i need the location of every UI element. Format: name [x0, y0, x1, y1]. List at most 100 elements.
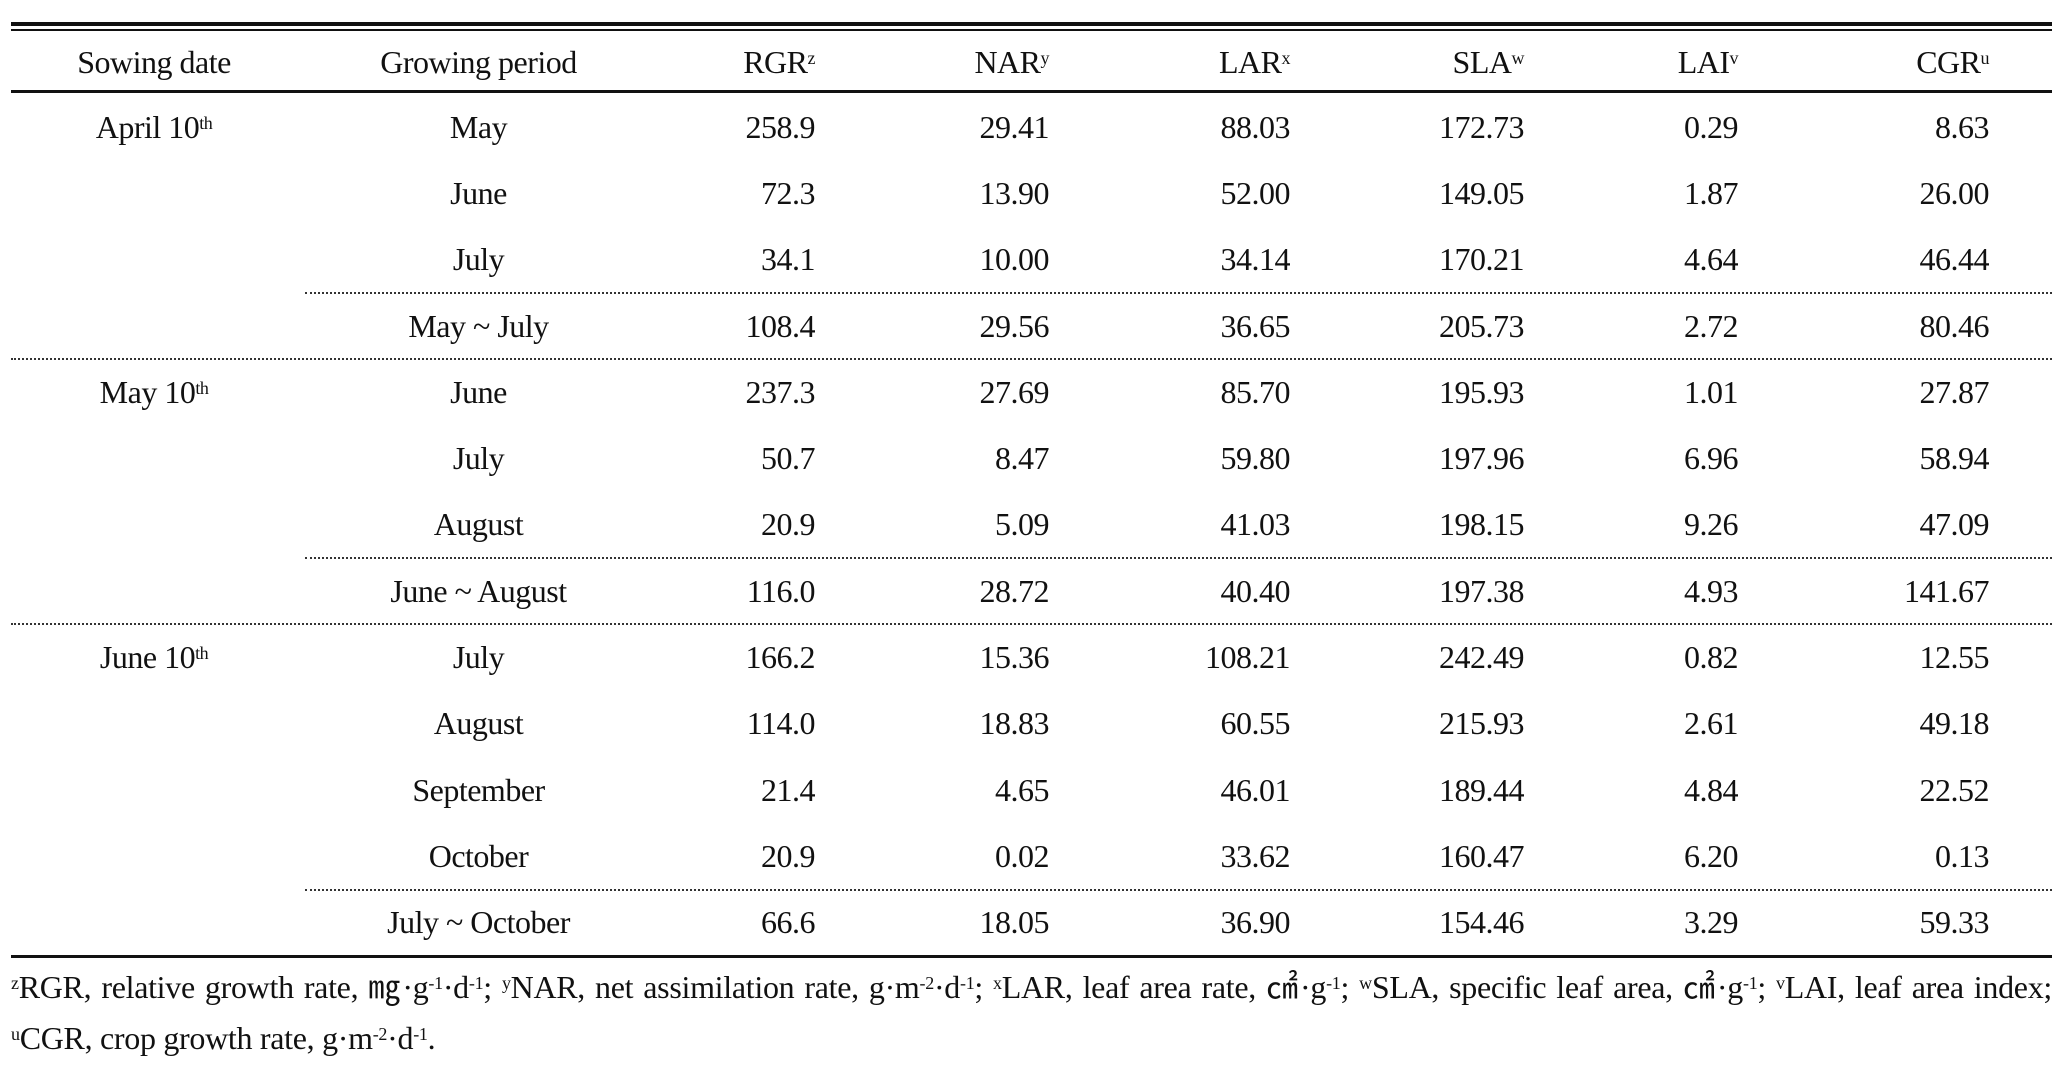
value-cell: 41.03	[1079, 492, 1320, 558]
header-rule	[11, 90, 2052, 93]
value-cell: 50.7	[660, 425, 845, 491]
growing-period: July	[452, 639, 505, 676]
cell-value: 60.55	[1220, 705, 1291, 742]
cell-value: 8.63	[1935, 108, 1990, 145]
footnote-text: SLA, specific leaf area, ㎠·g	[1371, 969, 1743, 1005]
value-cell: 12.55	[1768, 624, 2052, 690]
sowing-date-cell	[11, 757, 297, 823]
footnote-text: -1	[468, 973, 484, 993]
footnote-text: -1	[960, 973, 975, 993]
value-cell: 170.21	[1320, 227, 1554, 293]
value-cell: 108.21	[1079, 624, 1320, 690]
cell-value: 41.03	[1220, 506, 1291, 543]
cell-value: 215.93	[1439, 705, 1525, 742]
value-cell: 258.9	[660, 94, 845, 160]
growing-period-cell: June ~ August	[297, 558, 660, 624]
value-cell: 1.01	[1554, 359, 1768, 425]
value-cell: 18.83	[845, 691, 1079, 757]
footnote-text: ·d	[387, 1020, 414, 1056]
value-cell: 205.73	[1320, 293, 1554, 359]
footnote-text: z	[11, 973, 19, 993]
column-header: Growing period	[297, 36, 660, 88]
value-cell: 197.96	[1320, 425, 1554, 491]
footnote-text: ;	[1757, 969, 1777, 1005]
column-header-label: RGR	[743, 43, 808, 80]
value-cell: 46.44	[1768, 227, 2052, 293]
footnote-text: LAR, leaf area rate, ㎠·g	[1001, 969, 1327, 1005]
cell-value: 49.18	[1919, 705, 1990, 742]
cell-value: 116.0	[746, 572, 816, 609]
value-cell: 6.20	[1554, 823, 1768, 889]
value-cell: 52.00	[1079, 160, 1320, 226]
value-cell: 154.46	[1320, 890, 1554, 956]
value-cell: 27.69	[845, 359, 1079, 425]
value-cell: 21.4	[660, 757, 845, 823]
value-cell: 0.29	[1554, 94, 1768, 160]
growing-period-cell: July ~ October	[297, 890, 660, 956]
column-header: NAR y	[845, 36, 1079, 88]
value-cell: 5.09	[845, 492, 1079, 558]
value-cell: 15.36	[845, 624, 1079, 690]
cell-value: 18.05	[979, 904, 1050, 941]
growing-period-cell: October	[297, 823, 660, 889]
growing-period: June ~ August	[390, 572, 567, 609]
cell-value: 20.9	[761, 506, 816, 543]
cell-value: 197.96	[1439, 440, 1525, 477]
value-cell: 242.49	[1320, 624, 1554, 690]
value-cell: 46.01	[1079, 757, 1320, 823]
growing-period-cell: September	[297, 757, 660, 823]
cell-value: 2.61	[1684, 705, 1739, 742]
growing-period: August	[433, 705, 524, 742]
value-cell: 34.1	[660, 227, 845, 293]
cell-value: 166.2	[745, 639, 816, 676]
value-cell: 49.18	[1768, 691, 2052, 757]
cell-value: 33.62	[1220, 837, 1291, 874]
cell-value: 59.80	[1220, 440, 1291, 477]
cell-value: 28.72	[979, 572, 1050, 609]
cell-value: 4.93	[1684, 572, 1739, 609]
column-header: RGR z	[660, 36, 845, 88]
sowing-date: May 10	[99, 373, 196, 410]
footnote-text: NAR, net assimilation rate, g·m	[510, 969, 920, 1005]
value-cell: 114.0	[660, 691, 845, 757]
value-cell: 195.93	[1320, 359, 1554, 425]
value-cell: 20.9	[660, 823, 845, 889]
column-header-label: LAI	[1677, 43, 1730, 80]
footnote-text: .	[427, 1020, 436, 1056]
cell-value: 13.90	[979, 174, 1050, 211]
growing-period-cell: July	[297, 425, 660, 491]
cell-value: 26.00	[1919, 174, 1990, 211]
footnote-text: w	[1359, 973, 1372, 993]
value-cell: 10.00	[845, 227, 1079, 293]
cell-value: 237.3	[745, 373, 816, 410]
cell-value: 15.36	[979, 639, 1050, 676]
value-cell: 22.52	[1768, 757, 2052, 823]
value-cell: 40.40	[1079, 558, 1320, 624]
column-header: LAR x	[1079, 36, 1320, 88]
column-header-superscript: y	[1040, 47, 1050, 68]
value-cell: 0.82	[1554, 624, 1768, 690]
cell-value: 36.90	[1220, 904, 1291, 941]
footnote-text: v	[1776, 973, 1785, 993]
cell-value: 88.03	[1220, 108, 1291, 145]
footnote-text: y	[501, 973, 511, 993]
growing-period: July ~ October	[387, 904, 570, 941]
cell-value: 59.33	[1919, 904, 1990, 941]
sowing-date-cell	[11, 425, 297, 491]
column-header-superscript: v	[1729, 47, 1739, 68]
value-cell: 141.67	[1768, 558, 2052, 624]
cell-value: 18.83	[979, 705, 1050, 742]
cell-value: 46.44	[1919, 241, 1990, 278]
footnote-text: -1	[413, 1024, 428, 1044]
cell-value: 242.49	[1439, 639, 1525, 676]
value-cell: 29.41	[845, 94, 1079, 160]
cell-value: 80.46	[1919, 307, 1990, 344]
value-cell: 27.87	[1768, 359, 2052, 425]
column-header-label: CGR	[1916, 43, 1981, 80]
sowing-date-cell	[11, 227, 297, 293]
cell-value: 4.64	[1684, 241, 1739, 278]
cell-value: 85.70	[1220, 373, 1291, 410]
value-cell: 198.15	[1320, 492, 1554, 558]
